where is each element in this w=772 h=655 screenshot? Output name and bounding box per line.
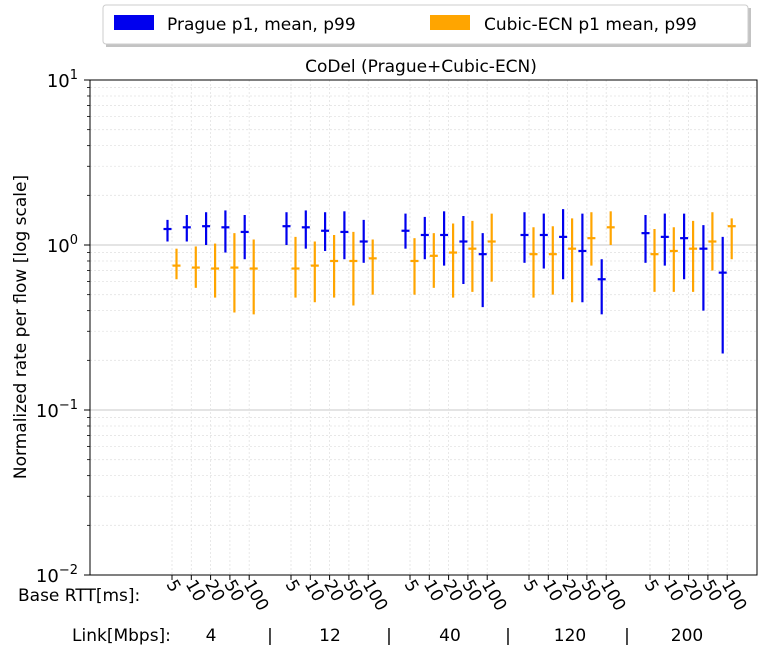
y-tick-label: 101 bbox=[47, 68, 78, 92]
legend-box bbox=[102, 4, 749, 45]
legend-label-prague: Prague p1, mean, p99 bbox=[167, 15, 356, 35]
link-group-label: 200 bbox=[671, 626, 703, 646]
link-separator: | bbox=[505, 626, 511, 646]
legend-swatch-prague bbox=[114, 15, 154, 30]
error-bars bbox=[163, 209, 736, 354]
y-axis: 10−2 10−1 100 101 bbox=[36, 68, 90, 587]
link-group-label: 120 bbox=[554, 626, 586, 646]
link-separator: | bbox=[267, 626, 273, 646]
link-labels: 4 12 40 120 200 | | | | bbox=[206, 626, 704, 646]
y-tick-label: 10−2 bbox=[36, 563, 78, 587]
link-separator: | bbox=[386, 626, 392, 646]
legend: Prague p1, mean, p99 Cubic-ECN p1 mean, … bbox=[102, 4, 751, 47]
link-group-label: 40 bbox=[439, 626, 461, 646]
x-row-label-rtt: Base RTT[ms]: bbox=[18, 586, 140, 606]
chart-title: CoDel (Prague+Cubic-ECN) bbox=[305, 57, 537, 77]
y-axis-label: Normalized rate per flow [log scale] bbox=[11, 175, 31, 479]
link-group-label: 4 bbox=[206, 626, 217, 646]
y-tick-label: 100 bbox=[47, 233, 78, 257]
grid bbox=[90, 80, 757, 576]
link-group-label: 12 bbox=[319, 626, 341, 646]
y-tick-label: 10−1 bbox=[36, 398, 78, 422]
plot-frame bbox=[89, 79, 758, 576]
legend-label-cubic: Cubic-ECN p1 mean, p99 bbox=[484, 15, 697, 35]
link-separator: | bbox=[624, 626, 630, 646]
x-row-label-link: Link[Mbps]: bbox=[72, 626, 171, 646]
legend-swatch-cubic bbox=[430, 15, 470, 30]
